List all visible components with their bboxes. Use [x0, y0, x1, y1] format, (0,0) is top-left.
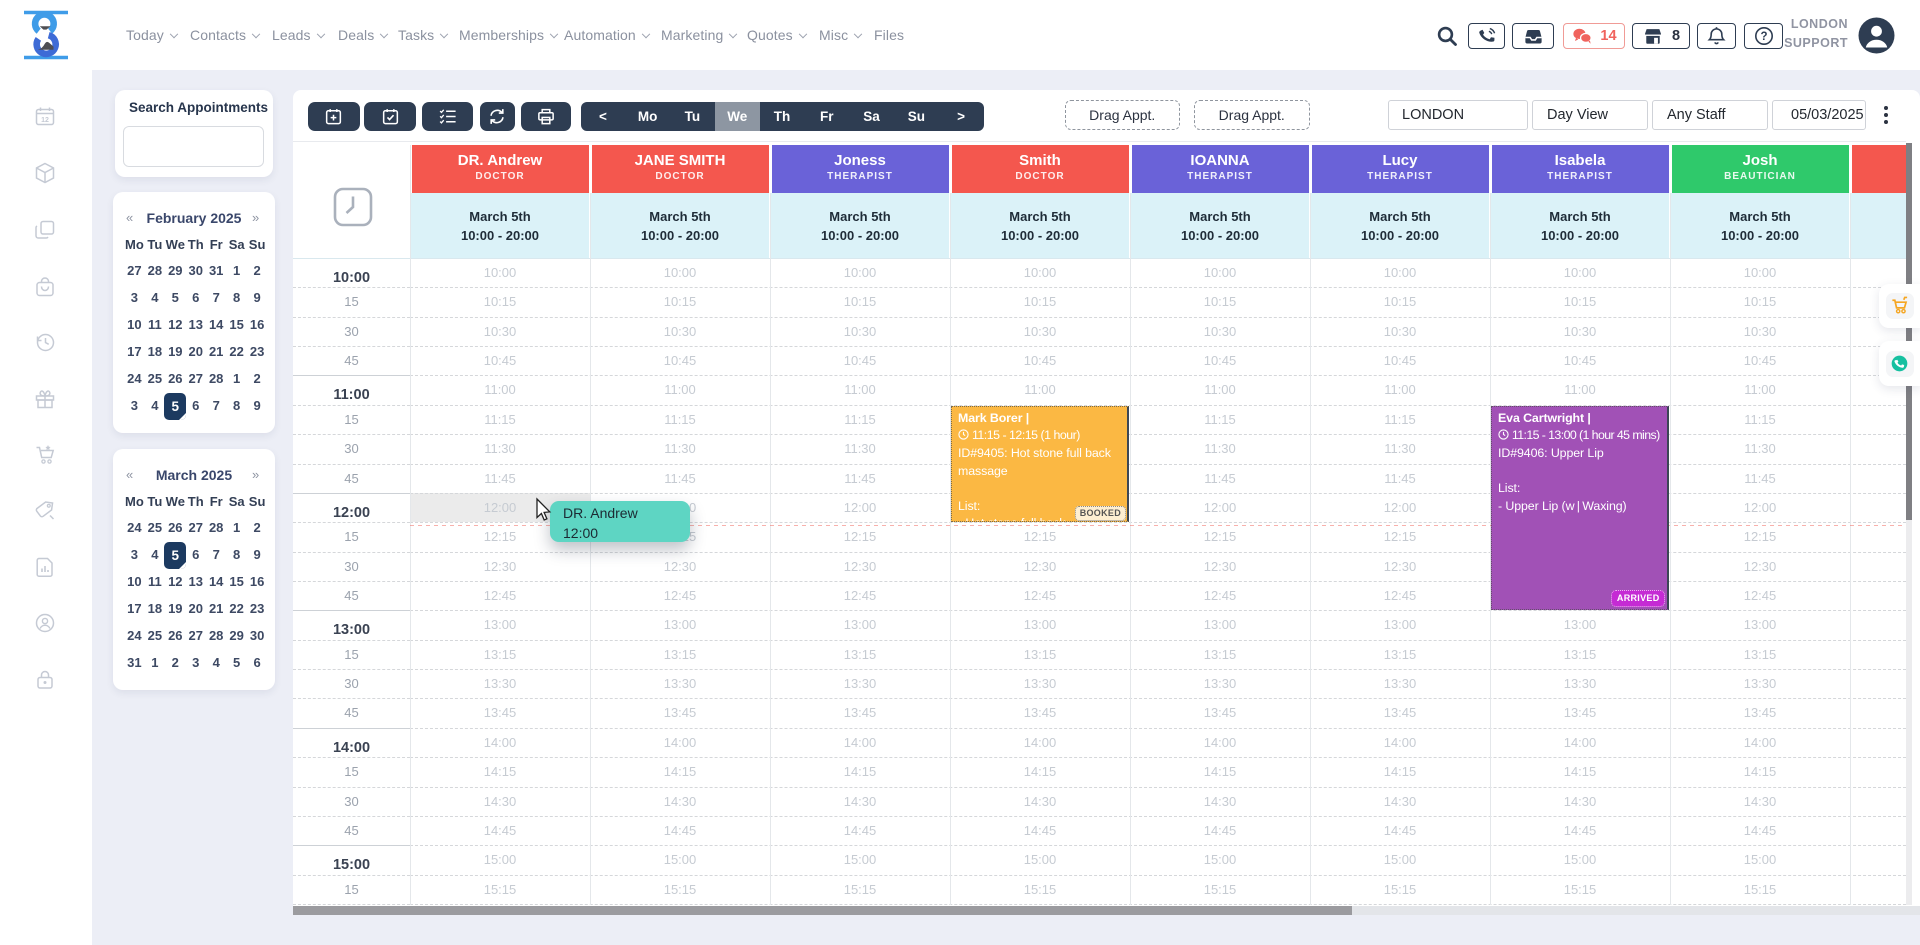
svg-text:?: ? [1760, 31, 1767, 43]
svg-text:12: 12 [41, 117, 49, 124]
